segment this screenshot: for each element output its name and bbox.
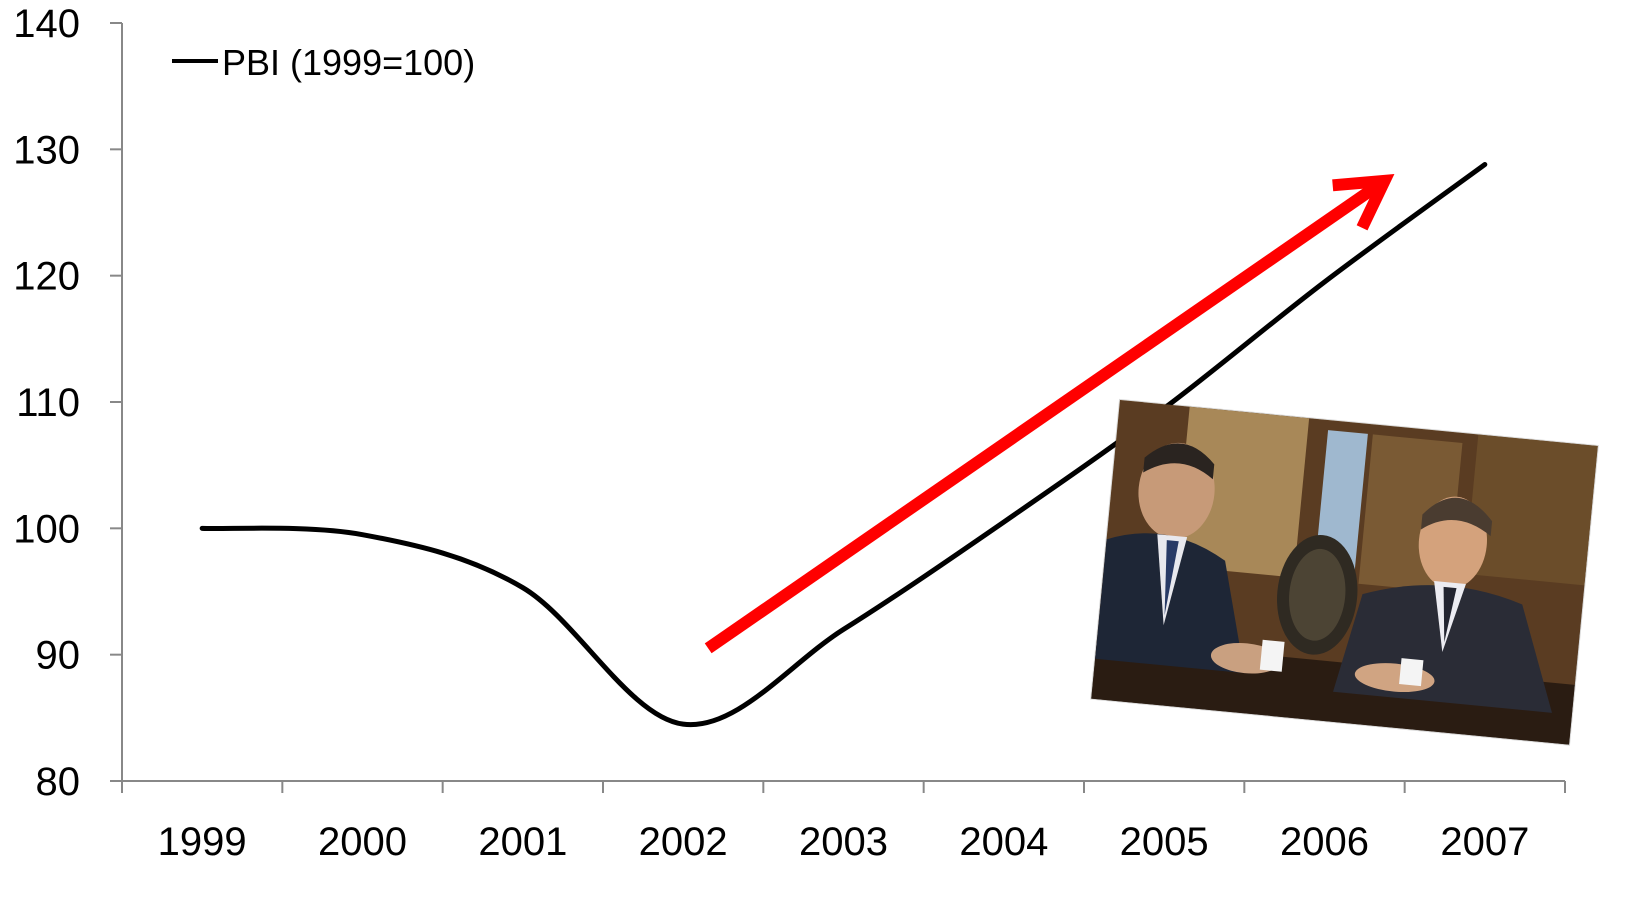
- red-arrow-head: [1332, 174, 1395, 231]
- x-tick-label: 2006: [1280, 820, 1369, 864]
- y-tick-label: 80: [36, 760, 81, 804]
- x-tick-label: 2004: [959, 820, 1048, 864]
- y-tick-label: 100: [13, 507, 80, 551]
- y-tick-label: 120: [13, 255, 80, 299]
- x-tick-label: 1999: [158, 820, 247, 864]
- y-tick-label: 110: [16, 381, 80, 425]
- y-tick-label: 140: [13, 2, 80, 46]
- x-tick-label: 2002: [639, 820, 728, 864]
- red-arrow: [704, 174, 1395, 654]
- y-tick-label: 90: [36, 634, 81, 678]
- photo-two-men-talking: [1091, 400, 1598, 745]
- x-axis-ticks: 1999 2000 2001 2002 2003 2004 2005 2006 2007: [121, 781, 1566, 864]
- y-axis-ticks: 80 90 100 110 120 130 140: [13, 2, 122, 804]
- x-tick-label: 2005: [1120, 820, 1209, 864]
- x-tick-label: 2001: [478, 820, 567, 864]
- legend-label: PBI (1999=100): [222, 42, 475, 83]
- red-arrow-shaft: [704, 181, 1380, 654]
- series-group: [199, 161, 1488, 728]
- x-tick-label: 2000: [318, 820, 407, 864]
- y-tick-label: 130: [13, 128, 80, 172]
- legend: PBI (1999=100): [172, 42, 475, 83]
- x-tick-label: 2003: [799, 820, 888, 864]
- x-tick-label: 2007: [1440, 820, 1529, 864]
